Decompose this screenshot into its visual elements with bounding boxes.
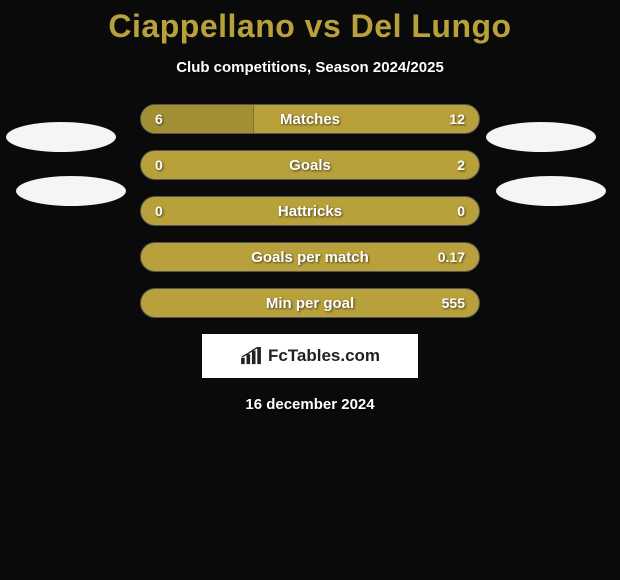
brand-chart-icon — [240, 347, 262, 365]
stat-row-fill — [141, 105, 254, 133]
side-ellipse — [496, 176, 606, 206]
stat-value-left: 0 — [155, 151, 163, 179]
brand-text: FcTables.com — [268, 346, 380, 366]
date-text: 16 december 2024 — [0, 396, 620, 413]
stat-label: Goals — [141, 151, 479, 179]
side-ellipse — [6, 122, 116, 152]
subtitle: Club competitions, Season 2024/2025 — [0, 59, 620, 76]
stat-label: Min per goal — [141, 289, 479, 317]
stat-value-right: 0.17 — [438, 243, 465, 271]
stat-value-right: 0 — [457, 197, 465, 225]
chart-area: 6Matches120Goals20Hattricks0Goals per ma… — [0, 104, 620, 318]
stat-label: Goals per match — [141, 243, 479, 271]
side-ellipse — [16, 176, 126, 206]
stat-row: 0Hattricks0 — [140, 196, 480, 226]
stat-row: Goals per match0.17 — [140, 242, 480, 272]
stat-value-left: 0 — [155, 197, 163, 225]
stat-value-right: 12 — [449, 105, 465, 133]
stat-label: Hattricks — [141, 197, 479, 225]
side-ellipse — [486, 122, 596, 152]
stat-row: 6Matches12 — [140, 104, 480, 134]
page-title: Ciappellano vs Del Lungo — [0, 0, 620, 45]
stat-value-right: 2 — [457, 151, 465, 179]
stat-value-right: 555 — [442, 289, 465, 317]
brand-badge: FcTables.com — [202, 334, 418, 378]
stat-row: 0Goals2 — [140, 150, 480, 180]
stat-row: Min per goal555 — [140, 288, 480, 318]
